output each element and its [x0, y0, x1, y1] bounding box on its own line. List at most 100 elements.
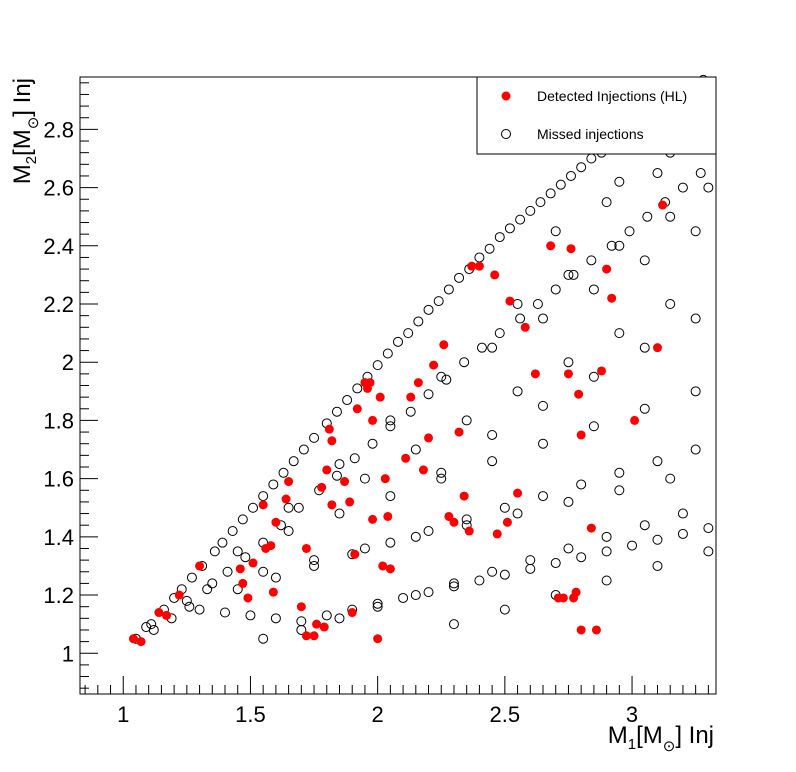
x-axis-title: M1[M⊙] Inj — [608, 722, 714, 755]
missed-injection-point — [474, 575, 485, 586]
detected-injection-point — [630, 415, 640, 425]
detected-injection-point — [558, 593, 568, 603]
missed-injection-point — [436, 473, 447, 484]
missed-injection-point — [342, 395, 353, 406]
missed-injection-point — [614, 467, 625, 478]
missed-injection-point — [476, 342, 487, 353]
detected-injection-point — [574, 389, 584, 399]
missed-injection-point — [461, 514, 472, 525]
missed-injection-point — [283, 502, 294, 513]
detected-injection-point — [464, 526, 474, 536]
missed-injection-point — [624, 226, 635, 237]
detected-injection-point — [513, 488, 523, 498]
missed-injection-point — [639, 255, 650, 266]
detected-injection-point — [459, 491, 469, 501]
missed-injection-point — [652, 560, 663, 571]
missed-injection-point — [487, 566, 498, 577]
missed-injection-point — [576, 162, 587, 173]
missed-injection-point — [563, 357, 574, 368]
missed-injection-point — [677, 508, 688, 519]
missed-injection-point — [639, 520, 650, 531]
detected-injection-point — [505, 296, 515, 306]
missed-injection-point — [331, 470, 342, 481]
x-tick-label: 2 — [372, 702, 384, 727]
x-tick-label: 1 — [117, 702, 129, 727]
missed-injection-point — [703, 523, 714, 534]
missed-injection-point — [568, 269, 579, 280]
missed-injection-point — [382, 348, 393, 359]
detected-injection-point — [312, 619, 322, 629]
detected-injection-point — [347, 608, 357, 618]
missed-injection-point — [385, 421, 396, 432]
detected-injection-point — [378, 561, 388, 571]
missed-injection-point — [309, 560, 320, 571]
detected-injection-point — [576, 430, 586, 440]
missed-injection-point — [535, 197, 546, 208]
missed-injection-point — [372, 601, 383, 612]
detected-injection-point — [365, 378, 375, 388]
detected-injection-point — [467, 261, 477, 271]
missed-injection-point — [695, 168, 706, 179]
missed-injection-point — [525, 555, 536, 566]
y-tick-label: 2.2 — [43, 292, 74, 317]
legend-box — [476, 76, 717, 155]
detected-injection-point — [235, 564, 245, 574]
missed-injection-point — [258, 633, 269, 644]
legend-detected-marker — [501, 91, 511, 101]
detected-injection-point — [340, 477, 350, 487]
y-axis-title-sun: ⊙ — [25, 117, 42, 130]
missed-injection-point — [494, 232, 505, 243]
missed-injection-point — [601, 546, 612, 557]
detected-injections-markers — [128, 200, 668, 647]
missed-injection-point — [410, 444, 421, 455]
x-axis-title-rest: ] Inj — [675, 722, 714, 749]
legend-missed-marker — [501, 129, 511, 139]
y-axis-title-bracket: [M — [9, 129, 36, 156]
detected-injection-point — [352, 404, 362, 414]
missed-injection-point — [240, 552, 251, 563]
missed-injection-point — [642, 211, 653, 222]
missed-injection-point — [550, 226, 561, 237]
missed-injection-point — [423, 389, 434, 400]
missed-injection-point — [576, 479, 587, 490]
missed-injection-point — [703, 546, 714, 557]
y-axis-ticks: 1 1.2 1.4 1.6 1.8 2 2.2 2.4 2.6 2.8 — [43, 82, 98, 689]
y-axis-title-rest: ] Inj — [9, 78, 36, 117]
missed-injection-point — [288, 456, 299, 467]
detected-injection-point — [439, 340, 449, 350]
missed-injection-point — [627, 540, 638, 551]
missed-injection-point — [588, 371, 599, 382]
missed-injection-point — [184, 601, 195, 612]
missed-injection-point — [525, 205, 536, 216]
missed-injection-point — [298, 444, 309, 455]
detected-injection-point — [385, 564, 395, 574]
detected-injection-point — [502, 517, 512, 527]
y-axis-title-base: M — [9, 164, 36, 184]
detected-injection-point — [136, 637, 146, 647]
missed-injection-point — [563, 543, 574, 554]
missed-injection-point — [334, 508, 345, 519]
x-axis-ticks: 1 1.5 2 2.5 3 — [84, 676, 709, 727]
detected-injection-point — [424, 433, 434, 443]
missed-injection-point — [703, 182, 714, 193]
missed-injection-point — [614, 485, 625, 496]
missed-injection-point — [487, 342, 498, 353]
detected-injection-point — [350, 549, 360, 559]
y-axis-title: M2[M⊙] Inj — [9, 78, 42, 184]
missed-injection-point — [665, 211, 676, 222]
detected-injection-point — [128, 634, 138, 644]
detected-injection-point — [520, 322, 530, 332]
x-axis-title-sun: ⊙ — [663, 738, 676, 755]
missed-injection-point — [538, 400, 549, 411]
detected-injection-point — [591, 625, 601, 635]
missed-injection-point — [614, 240, 625, 251]
missed-injection-point — [652, 456, 663, 467]
detected-injection-point — [597, 366, 607, 376]
detected-injection-point — [248, 558, 258, 568]
missed-injection-point — [454, 272, 465, 283]
detected-injection-point — [154, 608, 164, 618]
missed-injection-point — [186, 572, 197, 583]
missed-injection-point — [423, 304, 434, 315]
missed-injection-point — [217, 537, 228, 548]
missed-injection-point — [588, 421, 599, 432]
